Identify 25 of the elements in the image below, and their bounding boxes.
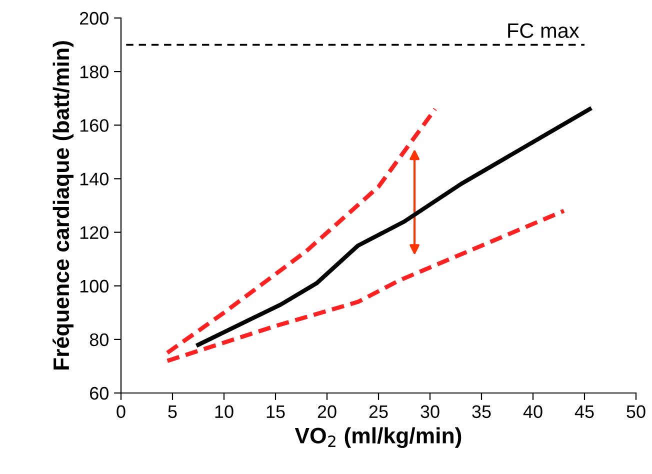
y-tick-label: 80 xyxy=(90,333,108,346)
x-tick-label: 0 xyxy=(116,405,126,418)
x-tick-label: 30 xyxy=(420,405,440,418)
line-series xyxy=(165,208,566,363)
y-axis-title: Fréquence cardiaque (batt/min) xyxy=(52,41,74,370)
x-tick-label: 45 xyxy=(574,405,594,418)
ref-line-label: FC max xyxy=(508,23,580,38)
x-tick-label: 25 xyxy=(369,405,388,418)
y-tick-label: 60 xyxy=(90,386,108,400)
x-tick-label: 10 xyxy=(215,405,234,418)
x-tick-label: 40 xyxy=(523,405,542,418)
x-tick-label: 15 xyxy=(266,405,285,418)
y-tick-label: 180 xyxy=(80,66,108,78)
x-tick-label: 35 xyxy=(472,405,491,418)
y-tick-label: 100 xyxy=(80,280,108,293)
y-tick-label: 140 xyxy=(80,172,108,186)
y-tick-label: 120 xyxy=(80,226,108,240)
y-tick-label: 200 xyxy=(80,12,108,25)
line-series xyxy=(196,106,592,347)
x-tick-label: 5 xyxy=(168,405,177,418)
x-tick-label: 50 xyxy=(626,405,646,418)
x-axis-title: VO$_{2}$ (ml/kg/min) xyxy=(294,427,462,448)
y-tick-label: 160 xyxy=(80,119,108,132)
x-tick-label: 20 xyxy=(318,405,336,418)
line-series xyxy=(165,106,438,355)
